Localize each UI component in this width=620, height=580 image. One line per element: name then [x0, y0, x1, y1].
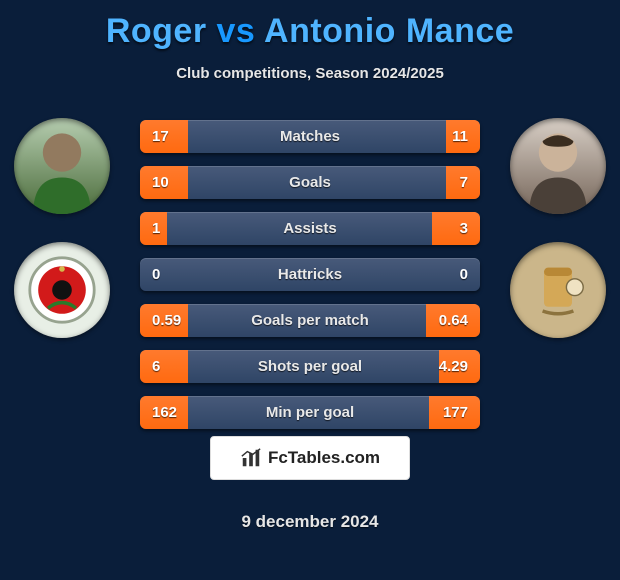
stat-value-right: 0 — [460, 266, 468, 283]
stat-label: Hattricks — [140, 266, 480, 283]
stat-row: 162Min per goal177 — [140, 396, 480, 429]
stat-value-right: 3 — [460, 220, 468, 237]
stat-label: Matches — [140, 128, 480, 145]
stat-value-right: 11 — [452, 128, 468, 145]
stat-row: 6Shots per goal4.29 — [140, 350, 480, 383]
player1-club-crest — [14, 242, 110, 338]
stat-row: 1Assists3 — [140, 212, 480, 245]
stats-icon — [240, 447, 262, 469]
stat-label: Min per goal — [140, 404, 480, 421]
stat-row: 17Matches11 — [140, 120, 480, 153]
crest-icon — [27, 255, 97, 325]
source-badge[interactable]: FcTables.com — [210, 436, 410, 480]
title-player1: Roger — [106, 12, 207, 50]
subtitle: Club competitions, Season 2024/2025 — [0, 65, 620, 82]
stats-panel: 17Matches1110Goals71Assists30Hattricks00… — [140, 120, 480, 429]
date-text: 9 december 2024 — [0, 512, 620, 532]
page-title: Roger vs Antonio Mance — [0, 0, 620, 51]
stat-row: 0Hattricks0 — [140, 258, 480, 291]
left-avatar-column — [14, 118, 110, 338]
person-icon — [510, 118, 606, 214]
badge-text: FcTables.com — [268, 448, 380, 468]
title-vs: vs — [217, 12, 256, 50]
stat-label: Goals — [140, 174, 480, 191]
stat-label: Goals per match — [140, 312, 480, 329]
right-avatar-column — [510, 118, 606, 338]
stat-label: Shots per goal — [140, 358, 480, 375]
crest-icon — [523, 255, 593, 325]
stat-row: 0.59Goals per match0.64 — [140, 304, 480, 337]
person-icon — [14, 118, 110, 214]
stat-value-right: 177 — [443, 404, 468, 421]
player2-club-crest — [510, 242, 606, 338]
stat-value-right: 0.64 — [439, 312, 468, 329]
player1-photo — [14, 118, 110, 214]
title-player2: Antonio Mance — [264, 12, 514, 50]
stat-value-right: 7 — [460, 174, 468, 191]
stat-row: 10Goals7 — [140, 166, 480, 199]
stat-value-right: 4.29 — [439, 358, 468, 375]
player2-photo — [510, 118, 606, 214]
stat-label: Assists — [140, 220, 480, 237]
